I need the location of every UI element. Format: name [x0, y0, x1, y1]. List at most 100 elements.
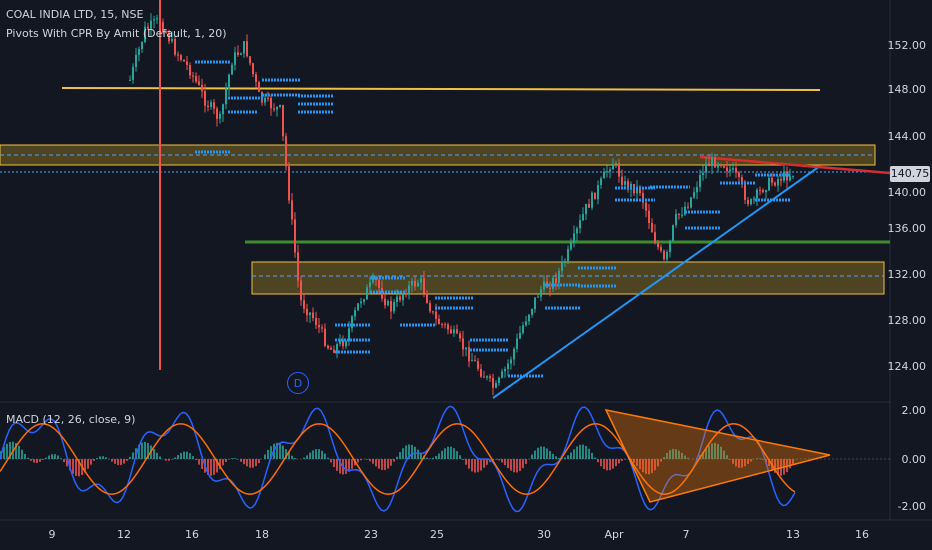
candle-body — [495, 383, 497, 388]
candle-body — [180, 55, 182, 60]
candle-body — [372, 277, 374, 283]
indicator-title[interactable]: Pivots With CPR By Amit (Default, 1, 20) — [6, 27, 227, 40]
candle-body — [276, 106, 278, 110]
candle-body — [468, 347, 470, 362]
macd-histogram-bar — [759, 458, 761, 459]
candle-body — [477, 361, 479, 369]
candle-body — [156, 18, 158, 20]
macd-histogram-bar — [564, 457, 566, 459]
candle-body — [555, 278, 557, 283]
macd-histogram-bar — [534, 450, 536, 459]
macd-histogram-bar — [429, 458, 431, 459]
descending-trendline[interactable] — [699, 155, 891, 175]
candle-body — [678, 213, 680, 215]
candle-body — [594, 192, 596, 200]
macd-histogram-bar — [3, 447, 5, 459]
macd-histogram-bar — [57, 455, 59, 459]
candle-body — [252, 63, 254, 75]
candle-body — [351, 316, 353, 329]
candle-body — [498, 377, 500, 384]
macd-histogram-bar — [78, 459, 80, 477]
macd-title[interactable]: MACD (12, 26, close, 9) — [6, 413, 136, 426]
candle-body — [171, 38, 173, 42]
resistance-line-148[interactable] — [61, 87, 821, 91]
symbol-title[interactable]: COAL INDIA LTD, 15, NSE — [6, 8, 144, 21]
macd-histogram-bar — [660, 459, 662, 462]
time-tick: 12 — [117, 528, 131, 541]
macd-histogram-bar — [741, 459, 743, 468]
macd-histogram-bar — [60, 458, 62, 459]
macd-histogram-bar — [168, 459, 170, 461]
candle-body — [651, 223, 653, 233]
macd-histogram-bar — [141, 442, 143, 459]
price-tick: 136.00 — [887, 222, 927, 235]
candle-body — [462, 338, 464, 350]
macd-histogram-bar — [225, 459, 227, 463]
macd-histogram-bar — [468, 459, 470, 469]
candle-body — [603, 171, 605, 179]
macd-histogram-bar — [144, 441, 146, 459]
macd-histogram-bar — [621, 459, 623, 462]
candle-body — [507, 363, 509, 369]
macd-triangle-pattern[interactable] — [604, 408, 831, 503]
candle-body — [483, 376, 485, 378]
candle-body — [417, 282, 419, 287]
ascending-trendline[interactable] — [492, 165, 821, 399]
candle-body — [456, 329, 458, 334]
candle-body — [339, 340, 341, 345]
macd-histogram-bar — [321, 450, 323, 459]
macd-histogram-bar — [555, 456, 557, 459]
macd-histogram-bar — [219, 459, 221, 470]
candle-body — [522, 325, 524, 333]
macd-histogram-bar — [339, 459, 341, 474]
macd-histogram-bar — [156, 452, 158, 459]
candle-body — [672, 225, 674, 241]
macd-histogram-bar — [33, 459, 35, 463]
macd-histogram-bar — [18, 445, 20, 459]
macd-histogram-bar — [723, 450, 725, 459]
candle-body — [657, 243, 659, 248]
macd-histogram-bar — [387, 459, 389, 469]
candle-body — [348, 328, 350, 342]
candle-body — [357, 303, 359, 311]
candle-body — [243, 41, 245, 54]
candle-body — [540, 289, 542, 297]
macd-histogram-bar — [402, 448, 404, 459]
signal-line — [0, 423, 796, 495]
candle-body — [231, 64, 233, 75]
macd-histogram-bar — [96, 458, 98, 459]
candle-body — [279, 104, 281, 107]
macd-histogram-bar — [282, 445, 284, 459]
candle-body — [582, 214, 584, 221]
macd-histogram-bar — [111, 459, 113, 462]
macd-histogram-bar — [495, 459, 497, 460]
macd-histogram-bar — [405, 445, 407, 459]
candle-body — [732, 168, 734, 170]
candle-body — [288, 166, 290, 201]
macd-histogram-bar — [123, 459, 125, 464]
candle-body — [366, 287, 368, 300]
candle-body — [327, 345, 329, 349]
candle-body — [270, 98, 272, 109]
candle-body — [174, 38, 176, 55]
candle-body — [201, 84, 203, 92]
dividend-marker[interactable]: D — [287, 372, 309, 394]
support-zone[interactable] — [251, 261, 885, 295]
candle-body — [429, 303, 431, 312]
macd-histogram-bar — [396, 456, 398, 459]
macd-histogram-bar — [312, 450, 314, 459]
macd-histogram-bar — [654, 459, 656, 471]
candle-body — [591, 192, 593, 208]
macd-histogram-bar — [264, 454, 266, 459]
macd-histogram-bar — [165, 459, 167, 461]
candle-body — [225, 89, 227, 105]
candle-body — [324, 328, 326, 346]
candle-body — [465, 347, 467, 350]
macd-histogram-bar — [177, 455, 179, 459]
candle-body — [597, 185, 599, 200]
macd-histogram-bar — [249, 459, 251, 468]
candle-body — [513, 348, 515, 360]
macd-histogram-bar — [390, 459, 392, 466]
